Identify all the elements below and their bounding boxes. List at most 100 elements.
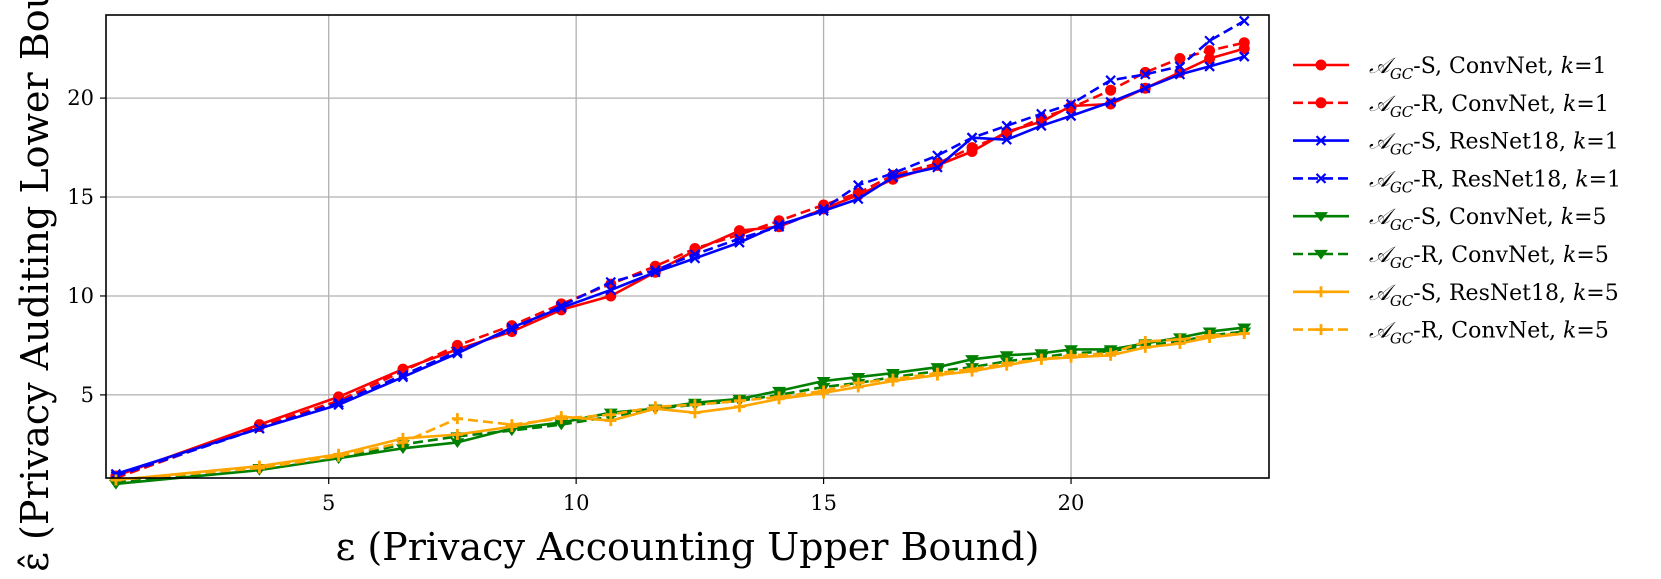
y-tick-label: 20 [67, 86, 94, 110]
data-point [1035, 353, 1047, 365]
data-point [1065, 98, 1077, 110]
data-point [605, 284, 617, 296]
series-3 [110, 51, 1250, 480]
axis-ticks: 5 10 15 20 5 10 15 20 [67, 86, 1084, 515]
series-layer [108, 15, 1252, 490]
data-point [1140, 69, 1151, 80]
data-point [733, 395, 745, 407]
data-point [333, 399, 344, 411]
series-line [115, 19, 1245, 478]
data-point [506, 322, 518, 333]
data-point [818, 205, 829, 217]
data-point [397, 436, 409, 448]
data-point [852, 377, 864, 389]
y-axis-title: ε̂ (Privacy Auditing Lower Bound) [13, 0, 57, 572]
data-point [852, 179, 864, 191]
legend-entry: 𝒜GC-R, ConvNet, k=5 [1293, 319, 1609, 348]
x-tick-label: 5 [322, 491, 335, 515]
y-tick-label: 10 [67, 284, 94, 308]
legend-swatch-marker [1314, 212, 1328, 222]
data-point [931, 367, 943, 379]
data-point [1001, 134, 1012, 145]
legend-entry: 𝒜GC-S, ConvNet, k=5 [1293, 205, 1607, 234]
data-point [1174, 69, 1186, 80]
data-point [689, 399, 701, 411]
plot-frame [105, 14, 1270, 479]
data-point [1036, 108, 1047, 120]
data-point [451, 413, 463, 425]
data-point [555, 413, 567, 425]
data-point [254, 423, 265, 434]
data-point [1174, 333, 1186, 345]
data-point [452, 346, 463, 357]
legend: 𝒜GC-S, ConvNet, k=1 𝒜GC-R, ConvNet, k=1 𝒜G… [1293, 54, 1621, 348]
data-point [932, 150, 943, 161]
series-8 [110, 328, 1250, 486]
legend-swatch-marker [1315, 59, 1327, 71]
legend-entry: 𝒜GC-S, ResNet18, k=1 [1293, 130, 1619, 159]
data-point [649, 401, 661, 413]
legend-label: 𝒜GC-S, ResNet18, k=1 [1369, 130, 1619, 159]
data-point [966, 142, 978, 154]
data-point [110, 474, 122, 486]
data-point [1001, 120, 1012, 132]
legend-label: 𝒜GC-S, ConvNet, k=5 [1369, 205, 1607, 234]
y-tick-label: 5 [81, 383, 94, 407]
data-point [966, 132, 978, 143]
data-point [1065, 110, 1077, 122]
data-point [1204, 45, 1216, 57]
data-point [506, 419, 518, 431]
legend-swatch-marker [1315, 97, 1327, 109]
legend-label: 𝒜GC-R, ConvNet, k=5 [1369, 243, 1609, 272]
legend-entry: 𝒜GC-R, ResNet18, k=1 [1293, 167, 1621, 196]
data-point [333, 450, 345, 462]
legend-swatch-marker [1315, 135, 1327, 146]
data-point [1238, 37, 1250, 49]
data-point [1238, 51, 1250, 62]
data-point [773, 221, 785, 232]
data-point [1105, 75, 1116, 86]
data-point [932, 162, 943, 173]
data-point [1204, 61, 1215, 72]
grid-lines [106, 15, 1269, 478]
data-point [605, 409, 617, 421]
data-point [818, 385, 830, 397]
data-point [1105, 96, 1116, 108]
data-point [1174, 53, 1186, 65]
data-point [689, 249, 701, 260]
data-point [333, 397, 344, 409]
data-point [887, 373, 899, 385]
legend-entry: 𝒜GC-S, ResNet18, k=5 [1293, 281, 1619, 310]
data-point [1036, 120, 1047, 132]
data-point [965, 355, 980, 365]
legend-swatch-marker [1315, 324, 1327, 336]
data-point [818, 203, 829, 215]
legend-label: 𝒜GC-R, ConvNet, k=1 [1369, 92, 1609, 121]
legend-entry: 𝒜GC-S, ConvNet, k=1 [1293, 54, 1607, 83]
data-point [1139, 335, 1151, 347]
legend-label: 𝒜GC-S, ConvNet, k=1 [1369, 54, 1607, 83]
data-point [887, 168, 899, 179]
data-point [773, 391, 785, 403]
data-point [451, 428, 463, 440]
data-point [1204, 35, 1215, 47]
data-point [397, 369, 409, 381]
legend-label: 𝒜GC-S, ResNet18, k=5 [1369, 281, 1619, 310]
legend-swatch-marker [1315, 173, 1327, 184]
x-tick-label: 10 [563, 491, 590, 515]
data-point [1001, 357, 1013, 369]
data-point [1204, 330, 1216, 342]
data-point [605, 276, 617, 288]
data-point [1140, 82, 1151, 94]
legend-label: 𝒜GC-R, ResNet18, k=1 [1369, 167, 1621, 196]
series-4 [110, 15, 1250, 482]
data-point [1238, 328, 1250, 340]
legend-entry: 𝒜GC-R, ConvNet, k=1 [1293, 92, 1609, 121]
data-point [506, 324, 518, 335]
data-point [253, 462, 265, 474]
data-point [1174, 61, 1186, 72]
data-point [999, 351, 1014, 361]
data-point [556, 300, 567, 312]
data-point [1105, 84, 1117, 96]
